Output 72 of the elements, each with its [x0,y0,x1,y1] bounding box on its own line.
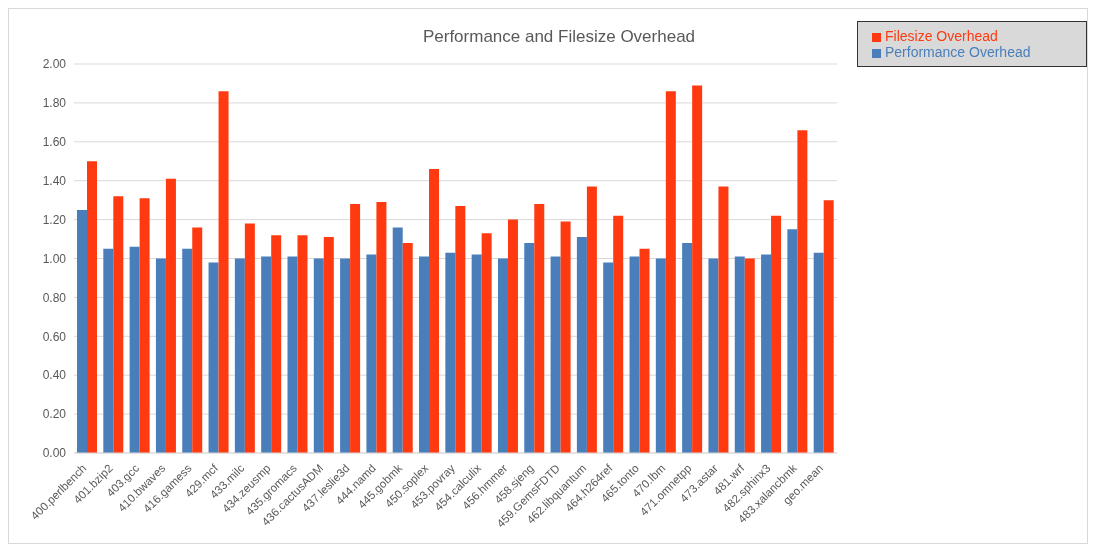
bar [629,256,640,453]
bar [497,258,508,453]
y-tick-label: 0.60 [42,329,67,344]
bar [429,169,440,453]
y-tick-label: 0.80 [42,290,67,305]
bar [340,258,351,453]
bar [560,221,571,453]
bar [576,237,587,453]
bar [113,196,124,453]
y-tick-label: 1.20 [42,212,67,227]
bar [129,246,140,453]
bar [744,258,755,453]
bar [297,235,308,453]
bar [87,161,97,453]
bar [287,256,298,453]
bar [350,204,361,453]
bar [271,235,282,453]
bar [613,215,624,453]
bar [445,252,456,453]
bar [507,219,518,453]
chart-title: Performance and Filesize Overhead [422,27,696,46]
bar [603,262,614,453]
bar [455,205,466,453]
bar [534,204,545,453]
bar [639,248,650,453]
bar [655,258,666,453]
legend-label: Performance Overhead [885,44,1031,60]
bar [103,248,114,453]
bar [208,262,219,453]
y-tick-label: 1.80 [42,96,67,111]
bar [155,258,166,453]
bar [665,91,676,453]
bar [261,256,272,453]
bar [550,256,561,453]
bar [77,209,87,453]
bar [192,227,203,453]
bar [471,254,482,453]
bar [718,186,729,453]
bar [218,91,229,453]
bar [323,237,334,453]
bar [165,178,176,453]
bar [734,256,745,453]
bar [481,233,492,453]
bar [234,258,245,453]
bar [524,242,535,453]
bar [139,198,150,453]
y-tick-label: 0.20 [42,407,67,422]
y-tick-label: 0.40 [42,368,67,383]
legend-label: Filesize Overhead [885,28,998,44]
y-tick-label: 2.00 [42,57,67,72]
y-tick-label: 0.00 [42,446,67,461]
y-tick-label: 1.60 [42,135,67,150]
bar [182,248,193,453]
bar [376,202,387,453]
bar [244,223,255,453]
bar [313,258,324,453]
bar [682,242,693,453]
bar [419,256,430,453]
y-tick-label: 1.40 [42,173,67,188]
bar [366,254,377,453]
bar [402,242,413,453]
bar [392,227,403,453]
bar [823,200,834,453]
bar [586,186,597,453]
bar [708,258,719,453]
bar [797,130,808,453]
bar [692,85,703,453]
bar [787,229,798,453]
y-tick-label: 1.00 [42,251,67,266]
bar [761,254,772,453]
bar [771,215,782,453]
bar [813,252,824,453]
